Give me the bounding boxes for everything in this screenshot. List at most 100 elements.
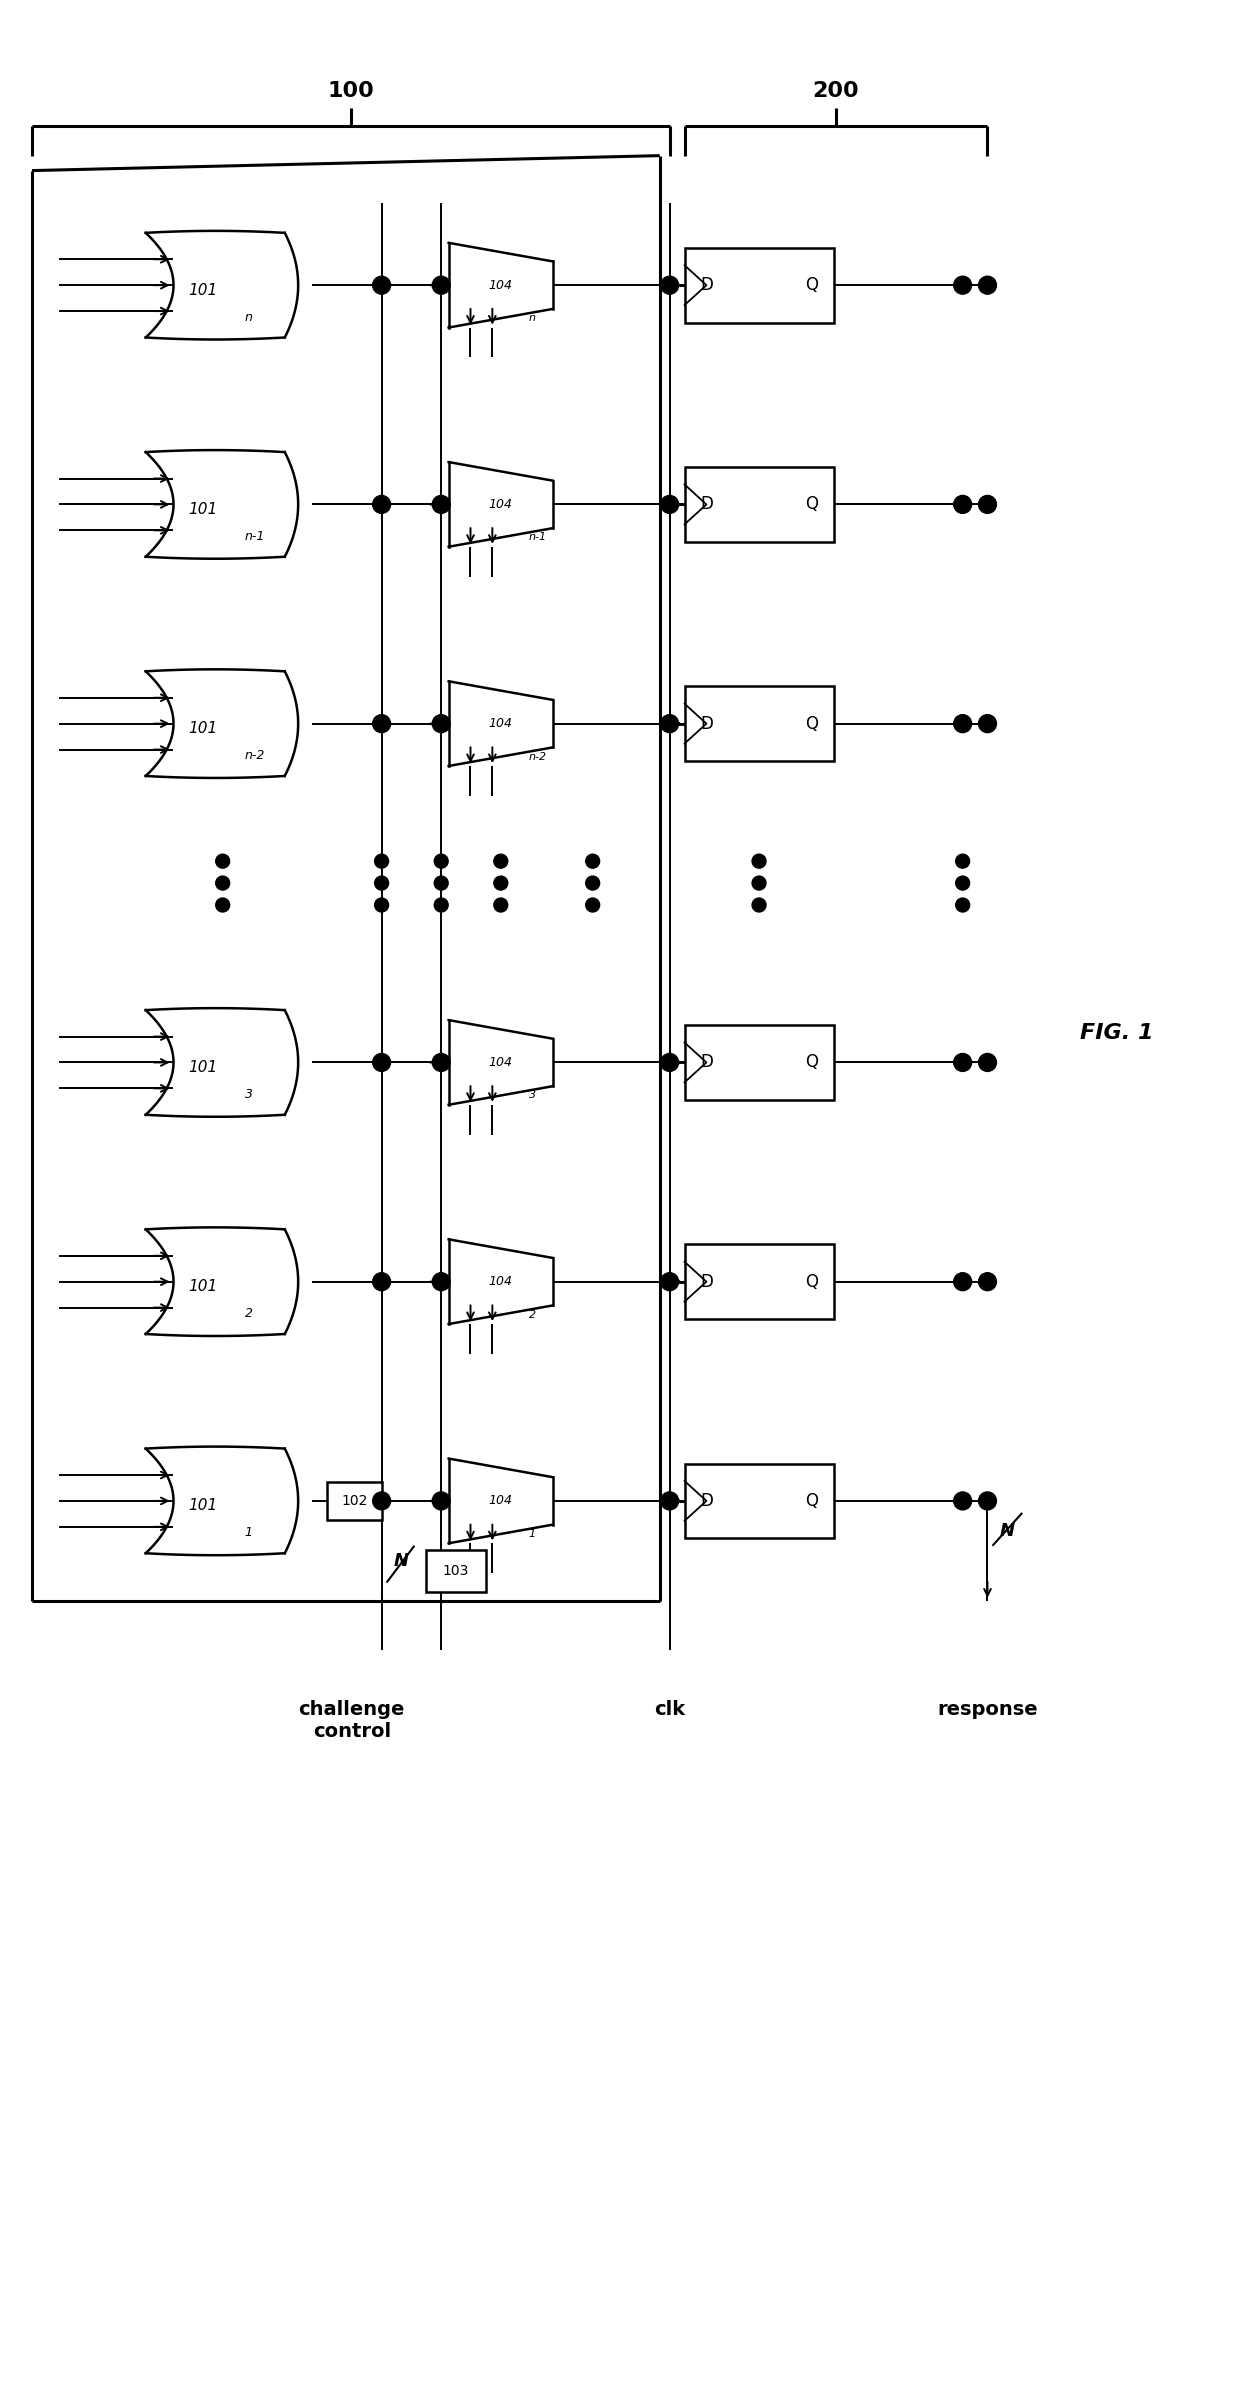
Text: 101: 101	[189, 722, 217, 736]
Circle shape	[953, 1272, 972, 1291]
Text: D: D	[700, 1272, 713, 1291]
Text: 1: 1	[245, 1527, 252, 1539]
Text: N: N	[394, 1551, 409, 1570]
Circle shape	[752, 898, 766, 912]
Circle shape	[435, 877, 448, 891]
Circle shape	[374, 877, 389, 891]
Circle shape	[494, 855, 508, 867]
Text: 104: 104	[489, 1494, 513, 1508]
Circle shape	[953, 495, 972, 515]
Text: D: D	[700, 1491, 713, 1510]
Circle shape	[494, 877, 508, 891]
Text: clk: clk	[655, 1701, 685, 1720]
Circle shape	[373, 276, 390, 293]
Text: challenge
control: challenge control	[299, 1701, 405, 1741]
Circle shape	[585, 898, 600, 912]
Circle shape	[752, 855, 766, 867]
Circle shape	[216, 898, 230, 912]
Bar	[684, 686, 834, 760]
Text: D: D	[700, 715, 713, 734]
Text: 102: 102	[341, 1494, 368, 1508]
Text: N: N	[1000, 1522, 1015, 1539]
Text: 104: 104	[489, 1274, 513, 1289]
Bar	[684, 1024, 834, 1100]
Circle shape	[978, 1491, 997, 1510]
Circle shape	[435, 855, 448, 867]
Circle shape	[978, 1272, 997, 1291]
Text: n-1: n-1	[529, 531, 547, 543]
Text: 104: 104	[489, 279, 513, 291]
Circle shape	[953, 276, 972, 293]
Text: D: D	[700, 1053, 713, 1072]
Bar	[684, 248, 834, 322]
Text: 2: 2	[529, 1310, 536, 1320]
Text: response: response	[937, 1701, 1037, 1720]
Circle shape	[374, 898, 389, 912]
Text: D: D	[700, 495, 713, 515]
Text: 101: 101	[189, 1060, 217, 1074]
Text: 100: 100	[327, 81, 374, 100]
Circle shape	[585, 877, 600, 891]
Circle shape	[432, 1491, 450, 1510]
Bar	[327, 1482, 382, 1520]
Circle shape	[953, 1053, 972, 1072]
Text: n-2: n-2	[245, 748, 266, 762]
Text: 200: 200	[813, 81, 860, 100]
Text: 104: 104	[489, 1055, 513, 1070]
Text: Q: Q	[805, 495, 818, 515]
Text: 3: 3	[245, 1089, 252, 1100]
Text: Q: Q	[805, 1491, 818, 1510]
Text: 2: 2	[245, 1308, 252, 1320]
Circle shape	[373, 495, 390, 515]
Text: 101: 101	[189, 503, 217, 517]
Circle shape	[978, 1053, 997, 1072]
Circle shape	[661, 1272, 678, 1291]
Text: 101: 101	[189, 1279, 217, 1293]
Circle shape	[661, 1491, 678, 1510]
Text: Q: Q	[805, 1272, 818, 1291]
Text: Q: Q	[805, 276, 818, 295]
Text: n-2: n-2	[529, 753, 547, 762]
Circle shape	[432, 276, 450, 293]
Circle shape	[956, 855, 969, 867]
Text: n-1: n-1	[245, 529, 266, 543]
Circle shape	[432, 715, 450, 734]
Text: 101: 101	[189, 1498, 217, 1513]
Text: D: D	[700, 276, 713, 295]
Circle shape	[956, 877, 969, 891]
Circle shape	[752, 877, 766, 891]
Text: 1: 1	[529, 1529, 536, 1539]
Circle shape	[432, 1272, 450, 1291]
Circle shape	[978, 276, 997, 293]
Circle shape	[978, 715, 997, 734]
Circle shape	[956, 898, 969, 912]
Text: n: n	[245, 310, 252, 324]
Text: Q: Q	[805, 715, 818, 734]
Circle shape	[216, 855, 230, 867]
Text: 104: 104	[489, 498, 513, 510]
Circle shape	[585, 855, 600, 867]
Text: n: n	[529, 312, 536, 324]
Bar	[684, 1243, 834, 1320]
Text: 104: 104	[489, 717, 513, 731]
Circle shape	[373, 1272, 390, 1291]
Circle shape	[494, 898, 508, 912]
Circle shape	[661, 495, 678, 515]
Circle shape	[373, 1491, 390, 1510]
Circle shape	[661, 276, 678, 293]
Text: Q: Q	[805, 1053, 818, 1072]
Circle shape	[432, 495, 450, 515]
Circle shape	[373, 1053, 390, 1072]
Circle shape	[374, 855, 389, 867]
Circle shape	[661, 715, 678, 734]
Circle shape	[953, 1491, 972, 1510]
Bar	[684, 467, 834, 541]
Text: 3: 3	[529, 1091, 536, 1100]
Circle shape	[953, 715, 972, 734]
Circle shape	[661, 1053, 678, 1072]
Text: FIG. 1: FIG. 1	[1079, 1022, 1153, 1043]
Text: 103: 103	[443, 1563, 469, 1577]
Circle shape	[978, 495, 997, 515]
Circle shape	[435, 898, 448, 912]
Bar	[684, 1463, 834, 1539]
